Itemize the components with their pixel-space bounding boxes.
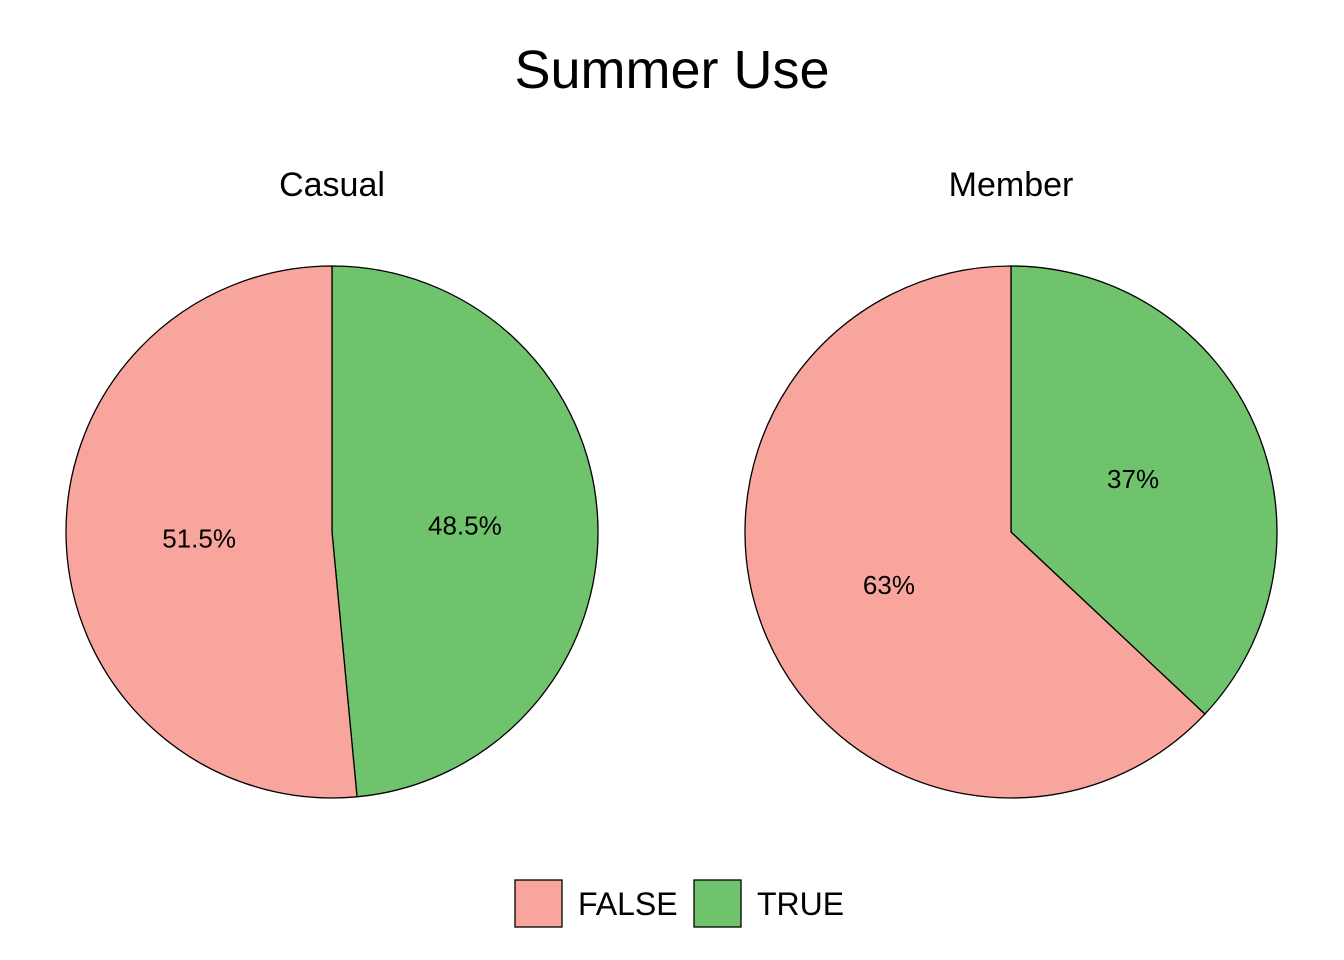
panel-title-casual: Casual bbox=[279, 166, 385, 204]
legend-label-false: FALSE bbox=[578, 886, 678, 922]
pie-slices-casual bbox=[65, 265, 599, 799]
pie-labels-casual: 48.5% 51.5% bbox=[162, 511, 501, 554]
pie-panel-member: Member 37% 63% bbox=[744, 166, 1278, 799]
pie-panel-casual: Casual 48.5% 51.5% bbox=[65, 166, 599, 799]
slice-label-true: 37% bbox=[1107, 464, 1159, 494]
pie-slice-false bbox=[65, 265, 358, 799]
slice-label-false: 51.5% bbox=[162, 523, 236, 553]
legend-label-true: TRUE bbox=[757, 886, 844, 922]
pie-labels-member: 37% 63% bbox=[863, 464, 1159, 600]
chart-title: Summer Use bbox=[514, 40, 829, 100]
pie-slices-member bbox=[744, 265, 1278, 799]
panel-title-member: Member bbox=[949, 166, 1074, 204]
legend-key-true bbox=[693, 879, 742, 928]
legend: FALSE TRUE bbox=[514, 879, 844, 928]
legend-key-false bbox=[514, 879, 563, 928]
pie-slice-true bbox=[1010, 265, 1278, 716]
slice-label-false: 63% bbox=[863, 570, 915, 600]
pie-slice-true bbox=[331, 265, 599, 798]
pie-slice-false bbox=[744, 265, 1206, 799]
slice-label-true: 48.5% bbox=[428, 511, 502, 541]
